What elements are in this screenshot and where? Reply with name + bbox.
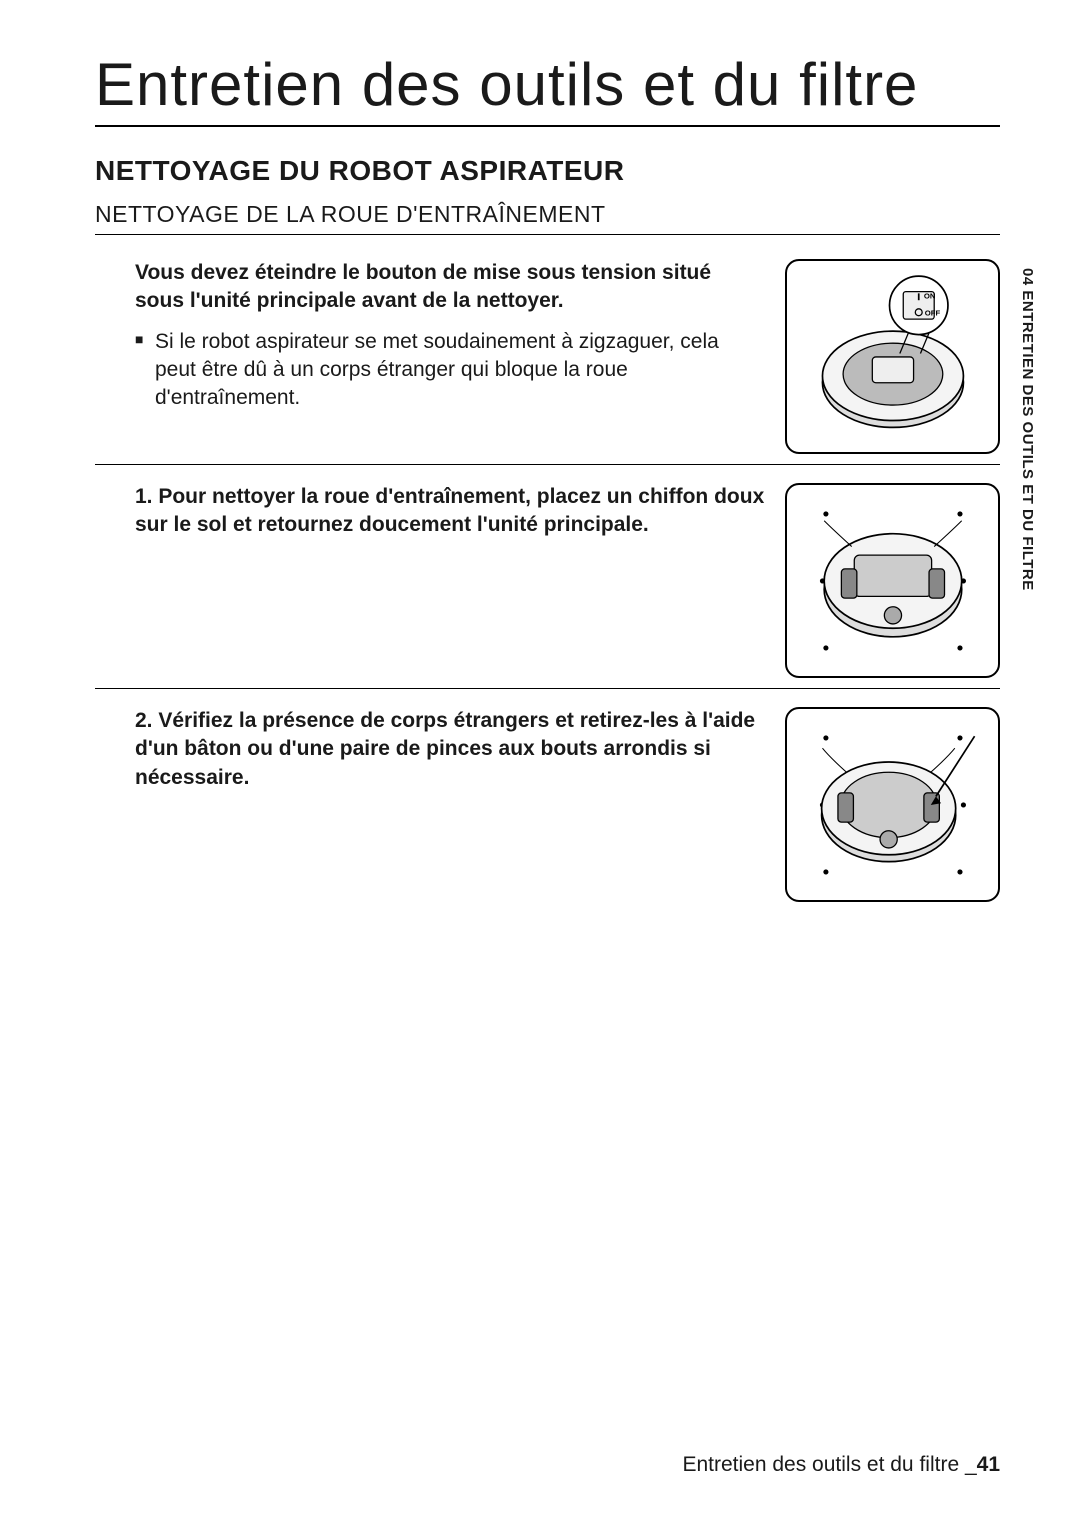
illustration-2: [785, 707, 1000, 902]
switch-on-label: ON: [923, 291, 935, 300]
robot-flip-icon: [798, 495, 988, 667]
illustration-1: [785, 483, 1000, 678]
instruction-block-1: 1. Pour nettoyer la roue d'entraînement,…: [95, 464, 1000, 678]
page-footer: Entretien des outils et du filtre _41: [682, 1453, 1000, 1477]
instruction-bold-1: 1. Pour nettoyer la roue d'entraînement,…: [135, 483, 765, 540]
footer-text: Entretien des outils et du filtre _: [682, 1453, 976, 1476]
switch-off-label: OFF: [924, 308, 940, 317]
robot-clean-wheel-icon: [798, 719, 988, 891]
sub-heading: NETTOYAGE DE LA ROUE D'ENTRAÎNEMENT: [95, 201, 1000, 235]
robot-top-switch-icon: ON OFF: [798, 271, 988, 443]
instruction-block-0: Vous devez éteindre le bouton de mise so…: [95, 253, 1000, 454]
side-tab: 04 ENTRETIEN DES OUTILS ET DU FILTRE: [1019, 268, 1036, 591]
instruction-bold-0: Vous devez éteindre le bouton de mise so…: [135, 259, 765, 316]
instruction-text-0: Vous devez éteindre le bouton de mise so…: [95, 259, 785, 413]
illustration-0: ON OFF: [785, 259, 1000, 454]
section-heading: NETTOYAGE DU ROBOT ASPIRATEUR: [95, 155, 1000, 187]
instruction-text-2: 2. Vérifiez la présence de corps étrange…: [95, 707, 785, 804]
page-title: Entretien des outils et du filtre: [95, 50, 1000, 127]
instruction-body-0: Si le robot aspirateur se met soudaineme…: [135, 328, 765, 413]
instruction-block-2: 2. Vérifiez la présence de corps étrange…: [95, 688, 1000, 902]
instruction-bold-2: 2. Vérifiez la présence de corps étrange…: [135, 707, 765, 792]
instruction-text-1: 1. Pour nettoyer la roue d'entraînement,…: [95, 483, 785, 552]
page-number: 41: [977, 1453, 1000, 1476]
